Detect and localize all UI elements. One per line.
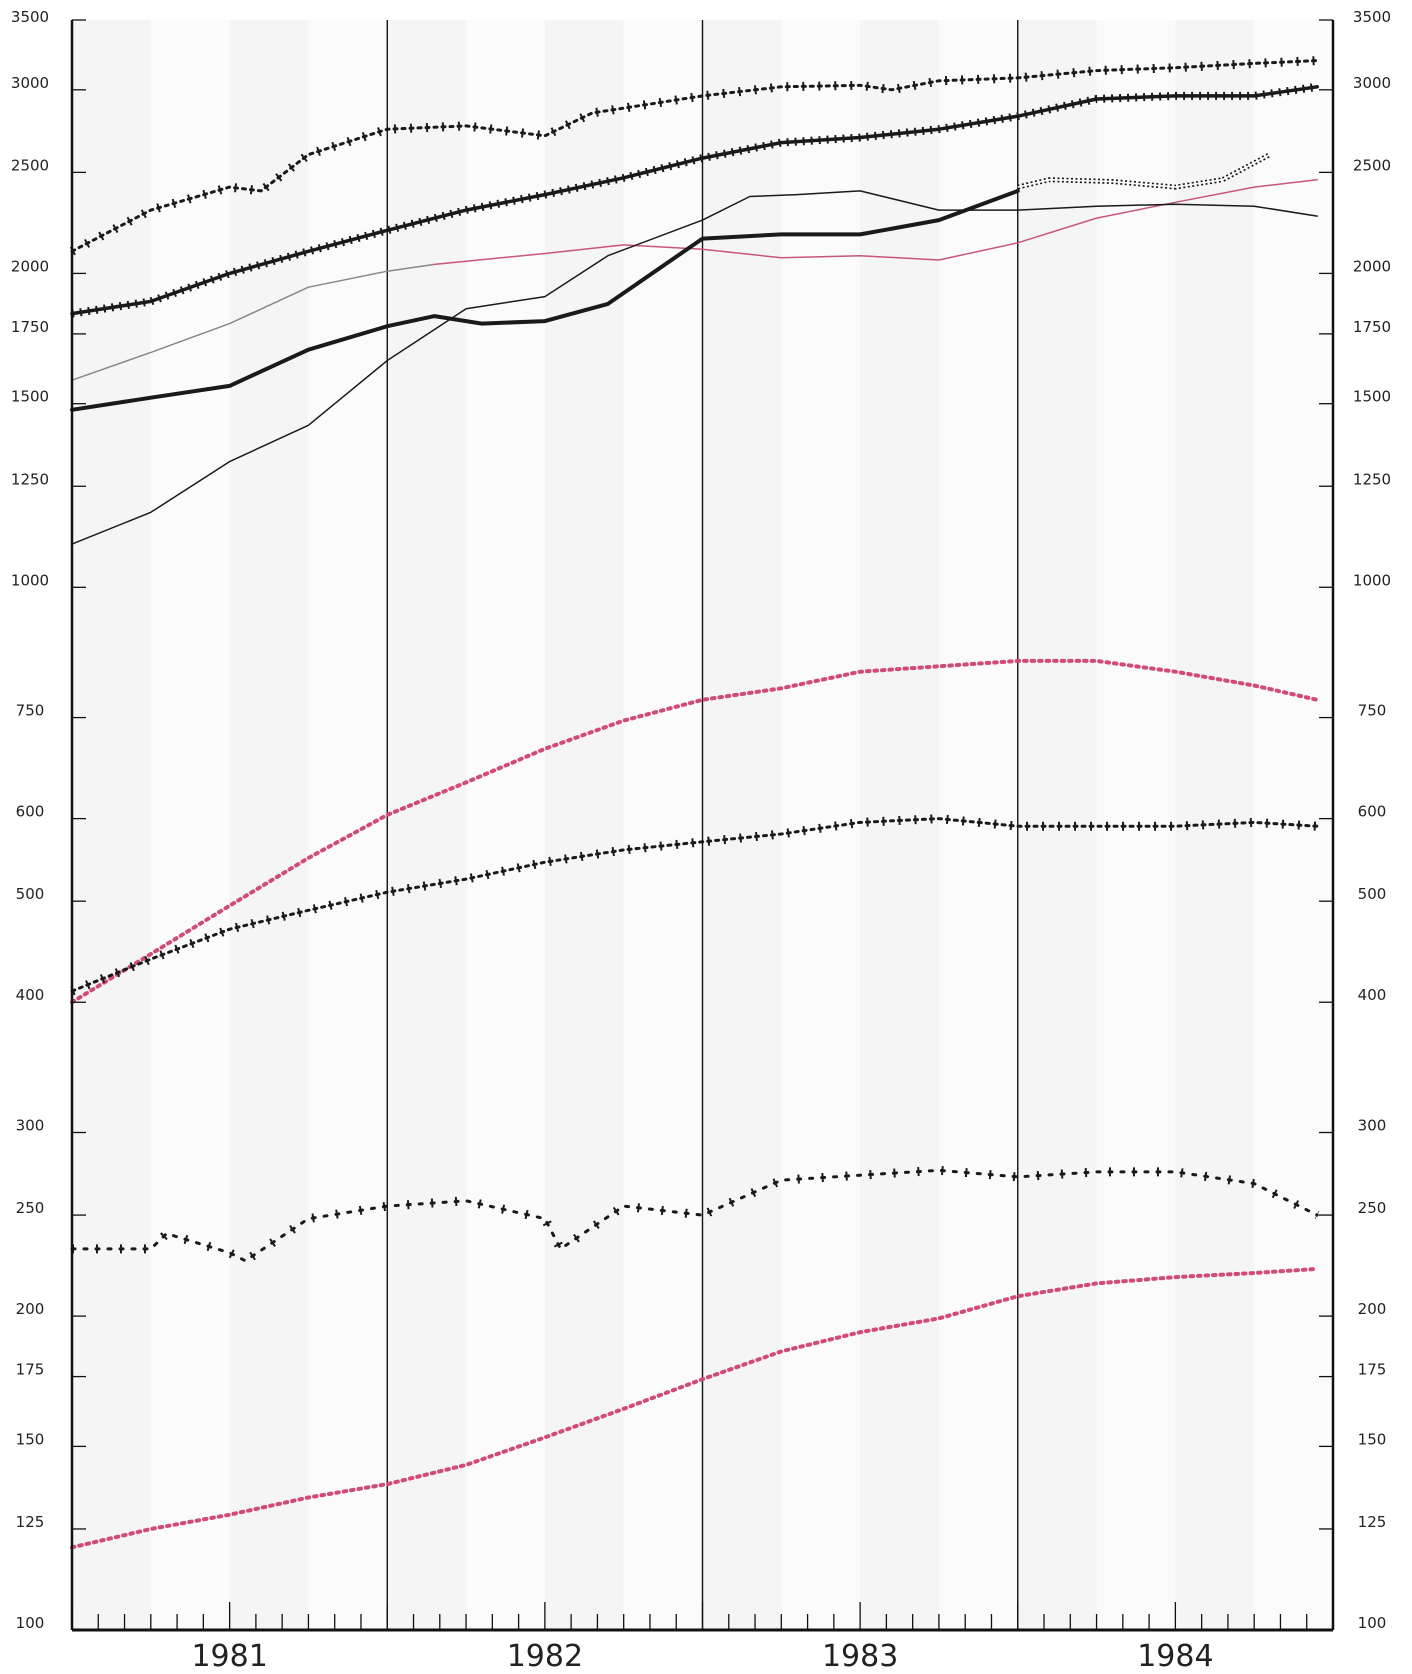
- y-tick-label-left: 100: [16, 1614, 45, 1632]
- series-1: [69, 56, 1319, 256]
- y-tick-label-right: 200: [1358, 1300, 1387, 1318]
- y-tick-label-right: 100: [1358, 1614, 1387, 1632]
- y-tick-label-left: 2000: [11, 257, 49, 275]
- background-panel: [229, 20, 309, 1630]
- y-tick-label-left: 500: [16, 885, 45, 903]
- y-tick-label-right: 300: [1358, 1117, 1387, 1135]
- y-tick-label-right: 150: [1358, 1430, 1387, 1448]
- y-tick-label-right: 400: [1358, 986, 1387, 1004]
- x-axis-labels: 1981 1982 1983 1984: [191, 1639, 1213, 1674]
- y-tick-label-right: 2500: [1353, 156, 1391, 174]
- y-tick-label-left: 125: [16, 1513, 45, 1531]
- series-line: [70, 188, 1020, 412]
- background-panel: [308, 20, 388, 1630]
- y-tick-label-right: 175: [1358, 1361, 1387, 1379]
- series-6: [1017, 152, 1272, 190]
- series-9: [70, 814, 1319, 996]
- background-panel: [781, 20, 861, 1630]
- background-panel: [466, 20, 545, 1630]
- y-tick-label-left: 600: [16, 803, 45, 821]
- series-10: [70, 1165, 1320, 1266]
- series-line: [70, 59, 1319, 253]
- series-line: [71, 190, 1318, 545]
- background-panel: [387, 20, 467, 1630]
- y-tick-label-left: 3000: [11, 74, 49, 92]
- y-tick-label-left: 300: [16, 1117, 45, 1135]
- x-tick-label: 1981: [191, 1639, 267, 1674]
- background-panels: [72, 20, 1333, 1630]
- y-tick-label-right: 3000: [1353, 74, 1391, 92]
- background-panel: [150, 20, 230, 1630]
- y-tick-label-right: 1000: [1353, 571, 1391, 589]
- y-tick-label-right: 750: [1358, 702, 1387, 720]
- background-panel: [623, 20, 703, 1630]
- axes: 100 100 125 125 150 150 175 175 200 200 250 250 300 3…: [11, 8, 1391, 1632]
- series-markers: [70, 814, 1318, 996]
- y-tick-label-left: 1250: [11, 470, 49, 488]
- series-layer: [69, 56, 1320, 1550]
- series-2: [70, 82, 1319, 318]
- series-line: [70, 658, 1320, 1005]
- y-tick-label-right: 1750: [1353, 318, 1391, 336]
- y-tick-label-right: 600: [1358, 803, 1387, 821]
- series-4: [433, 178, 1318, 266]
- background-panel: [702, 20, 782, 1630]
- y-tick-label-left: 750: [16, 702, 45, 720]
- series-line: [433, 178, 1318, 266]
- series-5: [70, 188, 1020, 412]
- series-8: [70, 658, 1320, 1005]
- x-tick-label: 1982: [507, 1639, 583, 1674]
- series-11: [70, 1266, 1320, 1550]
- series-line: [71, 263, 436, 381]
- series-markers: [72, 1165, 1320, 1266]
- series-7: [71, 190, 1318, 545]
- series-line: [70, 1266, 1320, 1550]
- y-tick-label-left: 200: [16, 1300, 45, 1318]
- background-panel: [72, 20, 151, 1630]
- series-inner-line: [1017, 153, 1271, 188]
- y-tick-label-right: 500: [1358, 885, 1387, 903]
- y-tick-label-left: 400: [16, 986, 45, 1004]
- y-tick-label-right: 1500: [1353, 388, 1391, 406]
- y-tick-label-right: 1250: [1353, 470, 1391, 488]
- y-tick-label-right: 2000: [1353, 257, 1391, 275]
- y-tick-label-left: 3500: [11, 8, 49, 26]
- y-tick-label-left: 175: [16, 1361, 45, 1379]
- background-panel: [544, 20, 624, 1630]
- y-tick-label-left: 2500: [11, 156, 49, 174]
- x-tick-label: 1983: [822, 1639, 898, 1674]
- y-tick-label-left: 150: [16, 1430, 45, 1448]
- y-tick-label-right: 250: [1358, 1199, 1387, 1217]
- series-3: [71, 263, 436, 381]
- y-tick-label-left: 250: [16, 1199, 45, 1217]
- y-tick-label-right: 3500: [1353, 8, 1391, 26]
- y-tick-label-left: 1000: [11, 571, 49, 589]
- x-tick-label: 1984: [1137, 1639, 1213, 1674]
- y-tick-label-left: 1500: [11, 388, 49, 406]
- y-tick-label-right: 125: [1358, 1513, 1387, 1531]
- series-markers: [71, 82, 1318, 318]
- y-tick-label-left: 1750: [11, 318, 49, 336]
